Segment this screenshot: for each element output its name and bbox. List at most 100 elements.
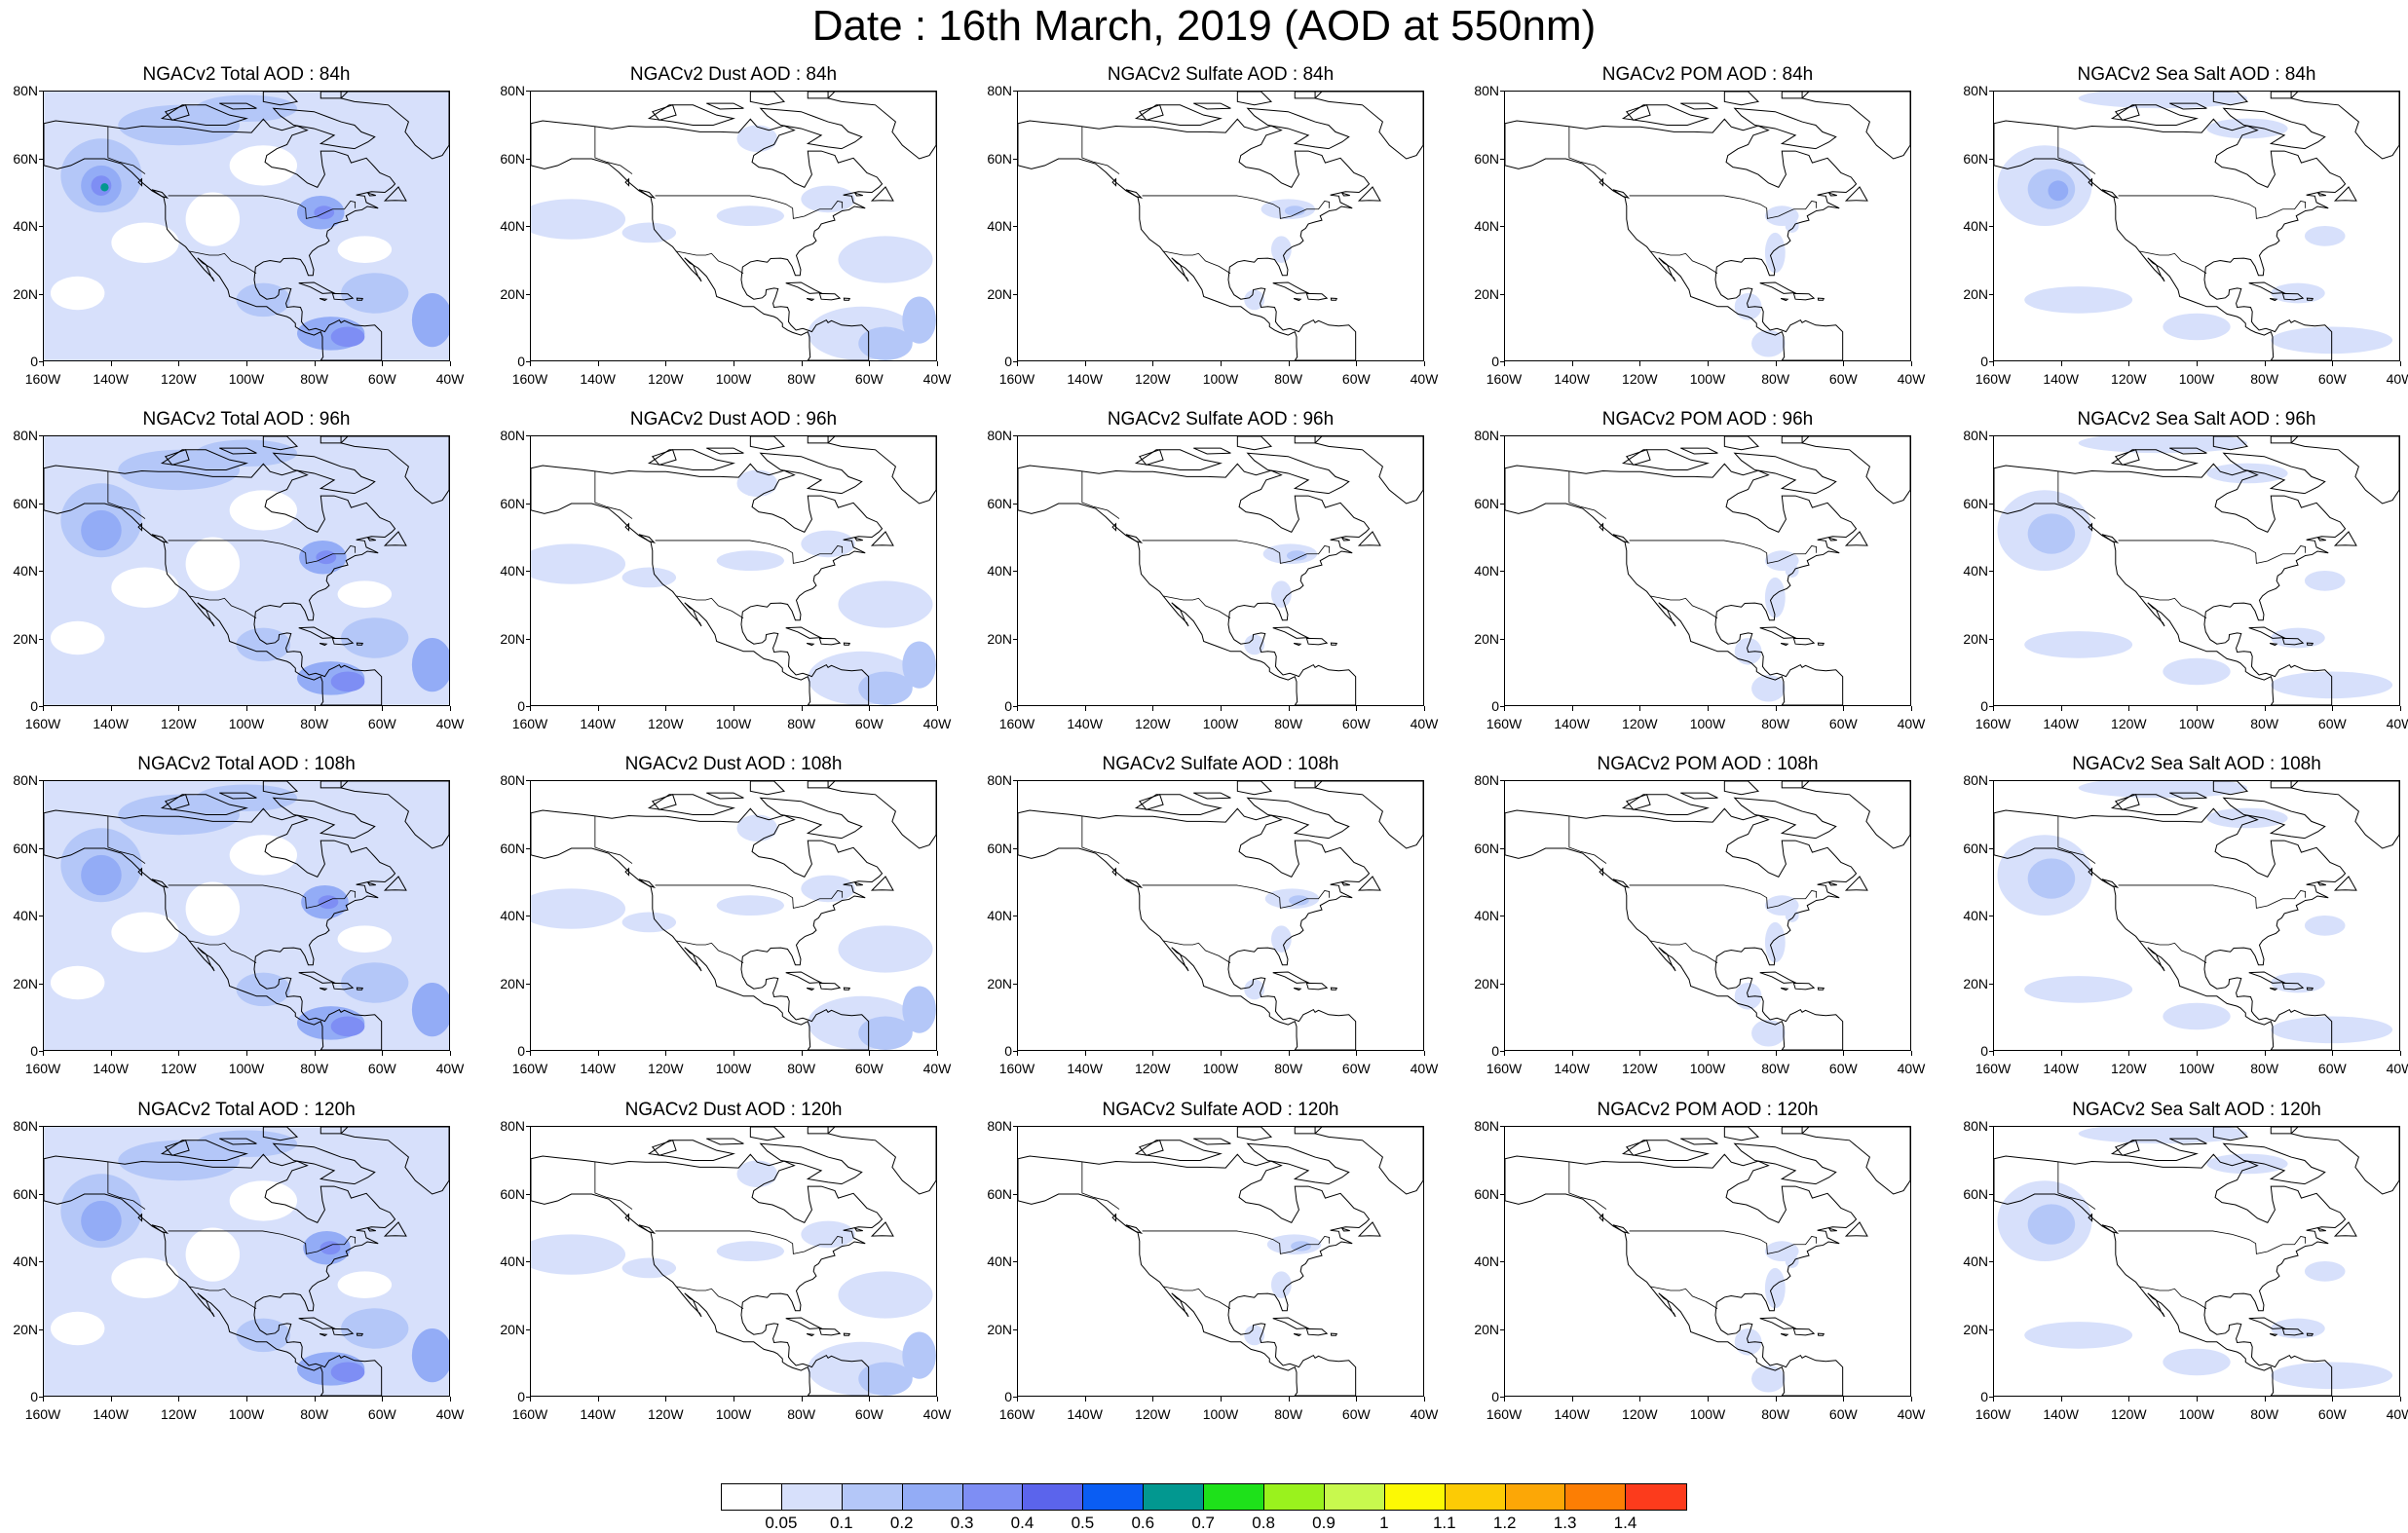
coastline: [2307, 1333, 2313, 1335]
coastline: [1294, 1334, 1300, 1336]
coastline: [855, 882, 863, 885]
country-border: [1630, 196, 1817, 218]
coastline: [2112, 795, 2197, 815]
lon-tick-label: 80W: [2250, 371, 2279, 387]
lon-tick-label: 120W: [648, 716, 684, 731]
lon-tick-label: 80W: [2250, 1406, 2279, 1422]
lon-tick-label: 160W: [24, 1061, 61, 1076]
lat-tick-label: 20N: [500, 1321, 525, 1337]
lat-tick-mark: [526, 638, 530, 640]
aod-field: [1291, 1241, 1311, 1252]
lon-tick-label: 80W: [1761, 1406, 1790, 1422]
lat-tick-mark: [1013, 91, 1017, 92]
coastline: [357, 988, 362, 990]
lat-tick-mark: [39, 503, 43, 505]
coastline: [2088, 869, 2091, 876]
lon-tick-mark: [2400, 706, 2401, 711]
lon-tick-label: 140W: [1067, 716, 1103, 731]
lat-tick-mark: [1989, 638, 1993, 640]
coastline: [872, 1222, 893, 1236]
colorbar-label: 0.4: [1010, 1514, 1035, 1532]
coastline: [2282, 1328, 2303, 1335]
lat-tick-label: 40N: [1963, 1253, 1988, 1269]
coastline: [1680, 1139, 1717, 1144]
coastline: [819, 983, 840, 990]
coastline: [299, 1318, 334, 1328]
lat-tick-label: 60N: [987, 840, 1012, 856]
aod-field: [736, 814, 778, 842]
lon-tick-mark: [1084, 706, 1086, 711]
coastline: [1781, 644, 1787, 646]
lat-tick-label: 80N: [13, 1118, 38, 1134]
aod-field: [531, 888, 626, 929]
lon-tick-mark: [246, 1051, 247, 1056]
aod-field: [1785, 909, 1799, 922]
lon-tick-label: 40W: [1410, 371, 1439, 387]
coastline: [2102, 190, 2118, 198]
lon-tick-label: 60W: [1828, 371, 1858, 387]
lon-tick-label: 40W: [922, 1406, 952, 1422]
coastline: [274, 798, 375, 838]
lon-tick-label: 60W: [854, 716, 884, 731]
lon-tick-label: 100W: [715, 716, 752, 731]
aod-field: [1244, 634, 1265, 655]
lat-tick-mark: [1989, 780, 1993, 781]
lon-tick-mark: [110, 706, 112, 711]
coastline: [274, 453, 375, 493]
coastline: [1295, 92, 1322, 98]
aod-field: [2304, 1261, 2346, 1282]
aod-field: [100, 1218, 109, 1227]
lon-tick-mark: [2264, 1397, 2266, 1402]
lat-tick-mark: [526, 983, 530, 985]
lon-tick-mark: [2400, 1051, 2401, 1056]
coastline: [761, 1143, 862, 1183]
lat-tick-label: 0: [1491, 1043, 1499, 1059]
lat-tick-label: 60N: [500, 1185, 525, 1202]
lon-tick-label: 160W: [1975, 716, 2012, 731]
colorbar: [721, 1483, 1688, 1511]
lat-tick-mark: [1989, 1261, 1993, 1262]
aod-field: [330, 1016, 365, 1037]
coastline: [1505, 119, 1857, 360]
aod-field: [1785, 1254, 1799, 1268]
map-canvas: [1018, 92, 1423, 360]
lat-tick-mark: [39, 1051, 43, 1052]
lon-tick-mark: [2197, 361, 2198, 366]
lon-tick-mark: [1911, 1397, 1912, 1402]
lon-tick-mark: [2264, 1051, 2266, 1056]
lon-tick-mark: [2128, 706, 2130, 711]
lon-tick-mark: [2400, 1397, 2401, 1402]
coastline: [1193, 793, 1230, 799]
lon-tick-mark: [314, 706, 316, 711]
lon-tick-label: 140W: [93, 371, 129, 387]
lon-tick-label: 40W: [922, 716, 952, 731]
coastline: [332, 1328, 353, 1335]
lon-tick-mark: [869, 706, 871, 711]
coastline: [341, 92, 449, 159]
colorbar-label: 0.2: [889, 1514, 914, 1532]
lon-tick-label: 60W: [2317, 1406, 2347, 1422]
coastline: [385, 187, 406, 201]
coastline: [320, 299, 326, 301]
country-border: [189, 596, 256, 618]
lat-tick-label: 40N: [1474, 1253, 1499, 1269]
coastline: [357, 1333, 362, 1335]
colorbar-label: 0.8: [1252, 1514, 1275, 1532]
lat-tick-label: 20N: [987, 1321, 1012, 1337]
coastline: [1237, 1127, 1271, 1140]
coastline: [807, 989, 813, 991]
coastline: [1315, 781, 1423, 848]
lat-tick-label: 20N: [13, 285, 38, 302]
map-canvas: [44, 92, 449, 360]
country-border: [656, 1231, 843, 1253]
coastline: [1359, 532, 1380, 545]
colorbar-swatch: [781, 1484, 843, 1510]
aod-field: [50, 965, 105, 1000]
lat-tick-label: 60N: [987, 495, 1012, 511]
lon-tick-mark: [1017, 706, 1018, 711]
lon-tick-label: 40W: [435, 371, 465, 387]
lon-tick-mark: [1504, 706, 1505, 711]
map-canvas: [1505, 1127, 1910, 1396]
aod-field: [1785, 219, 1799, 233]
aod-map: [1504, 435, 1911, 706]
